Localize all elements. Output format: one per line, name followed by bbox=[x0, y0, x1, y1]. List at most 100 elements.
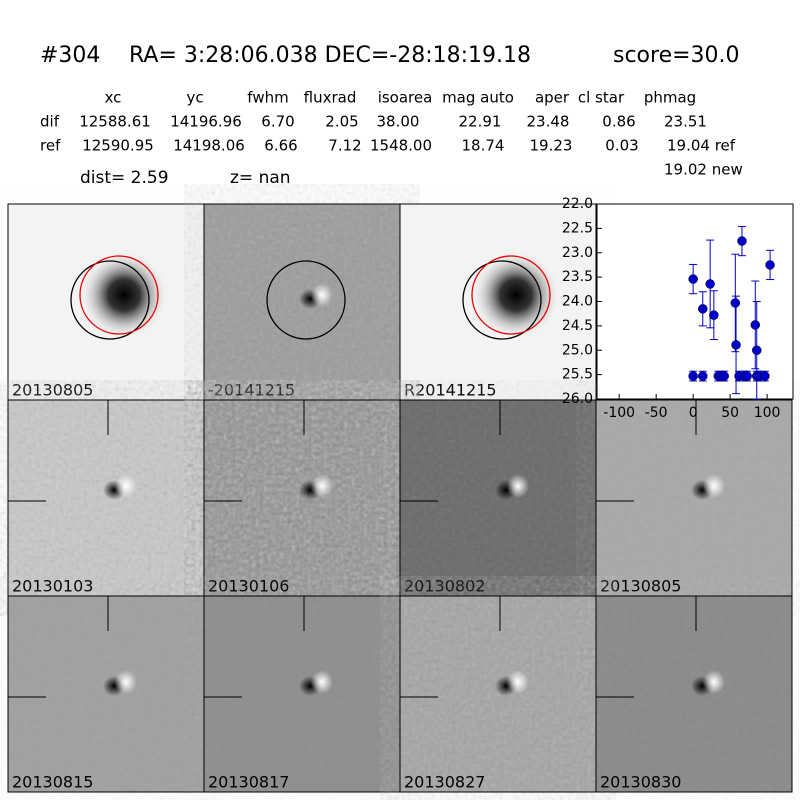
point bbox=[730, 298, 741, 308]
dist: dist= 2.59 bbox=[80, 168, 169, 188]
dipole-light bbox=[507, 474, 529, 498]
stamp-label: 20130802 bbox=[404, 577, 485, 596]
point bbox=[752, 345, 762, 355]
column-header: xc bbox=[105, 89, 122, 107]
ref-aperture bbox=[471, 255, 551, 335]
stamp-noise bbox=[400, 596, 596, 792]
table-cell: 0.03 bbox=[605, 137, 638, 155]
table-cell: 6.66 bbox=[264, 137, 297, 155]
y-tick-label: 26.0 bbox=[562, 391, 593, 407]
point bbox=[765, 260, 775, 270]
table-cell: 0.86 bbox=[602, 113, 635, 131]
x-tick-label: 100 bbox=[754, 405, 781, 421]
stamp-label: 20130827 bbox=[404, 773, 485, 792]
dipole-light bbox=[311, 474, 333, 498]
point bbox=[719, 371, 729, 381]
point bbox=[731, 340, 741, 350]
table-cell: 18.74 bbox=[462, 137, 505, 155]
table-cell: 14198.06 bbox=[173, 137, 245, 155]
y-tick-label: 22.0 bbox=[562, 196, 593, 212]
x-tick-label: -100 bbox=[603, 405, 635, 421]
table-cell: 22.91 bbox=[459, 113, 502, 131]
point bbox=[698, 371, 708, 381]
column-header: aper bbox=[535, 89, 570, 107]
stamp-noise bbox=[596, 596, 792, 792]
coordinates: RA= 3:28:06.038 DEC=-28:18:19.18 bbox=[129, 43, 531, 68]
table-cell: 12590.95 bbox=[82, 137, 154, 155]
y-tick-label: 25.0 bbox=[562, 342, 593, 358]
aperture bbox=[70, 260, 150, 340]
x-tick-label: -50 bbox=[645, 405, 668, 421]
point bbox=[709, 310, 719, 320]
candidate-id: #304 bbox=[40, 43, 100, 68]
table-cell: 19.23 bbox=[530, 137, 573, 155]
stamp-noise bbox=[596, 400, 792, 596]
dipole-light bbox=[115, 474, 137, 498]
ref-aperture bbox=[79, 255, 159, 335]
table-cell: 1548.00 bbox=[370, 137, 432, 155]
y-tick-label: 24.5 bbox=[562, 318, 593, 334]
source bbox=[471, 250, 561, 340]
column-header: cl star bbox=[578, 89, 625, 107]
stamp-frame bbox=[595, 595, 793, 793]
dipole-light bbox=[507, 670, 529, 694]
stamp-noise bbox=[204, 400, 400, 596]
point bbox=[705, 279, 715, 289]
stamps: 20130805 -20141215 R20141215 20130103 201301… bbox=[7, 203, 793, 793]
column-header: yc bbox=[186, 89, 203, 107]
stamp-label: 20130106 bbox=[208, 577, 289, 596]
stamp-label: 20130830 bbox=[600, 773, 681, 792]
table-cell: 38.00 bbox=[377, 113, 420, 131]
point bbox=[698, 304, 708, 314]
plot-area bbox=[596, 203, 794, 400]
point bbox=[742, 371, 752, 381]
stamp-noise bbox=[400, 400, 596, 596]
y-tick-label: 23.5 bbox=[562, 269, 593, 285]
stamp-noise bbox=[204, 596, 400, 792]
stamp-label: 20130805 bbox=[12, 381, 93, 400]
column-header: fwhm bbox=[247, 89, 288, 107]
row-label: dif bbox=[40, 113, 60, 131]
row-label: ref bbox=[40, 137, 61, 155]
lightcurve: 22.0 22.5 23.0 23.5 24.0 24.5 25.0 25.5 26.0 -100… bbox=[562, 196, 794, 421]
y-tick-label: 24.0 bbox=[562, 294, 593, 310]
point bbox=[688, 274, 698, 284]
point bbox=[688, 371, 698, 381]
x-tick-label: 0 bbox=[689, 405, 698, 421]
dipole-light bbox=[703, 474, 725, 498]
score: score=30.0 bbox=[613, 43, 740, 68]
column-header: fluxrad bbox=[304, 89, 357, 107]
table-cell: 2.05 bbox=[325, 113, 358, 131]
table-cell: 23.51 bbox=[664, 113, 707, 131]
table-cell: 19.04 ref bbox=[667, 137, 736, 155]
source bbox=[79, 250, 169, 340]
column-header: phmag bbox=[644, 89, 696, 107]
table-cell: 12588.61 bbox=[79, 113, 151, 131]
table-cell: 14196.96 bbox=[170, 113, 242, 131]
stamp-label: R20141215 bbox=[404, 381, 497, 400]
phmag-new: 19.02 new bbox=[664, 161, 743, 179]
point bbox=[737, 236, 747, 246]
dipole-light bbox=[311, 670, 333, 694]
stamp-noise bbox=[8, 596, 204, 792]
x-tick-label: 50 bbox=[721, 405, 739, 421]
dipole-light bbox=[703, 670, 725, 694]
dipole-light bbox=[115, 670, 137, 694]
stamp-label: 20130805 bbox=[600, 577, 681, 596]
column-header: isoarea bbox=[378, 89, 433, 107]
stamp-label: -20141215 bbox=[208, 381, 295, 400]
table-cell: 7.12 bbox=[328, 137, 361, 155]
stamp-label: 20130815 bbox=[12, 773, 93, 792]
y-tick-label: 22.5 bbox=[562, 220, 593, 236]
aperture bbox=[462, 260, 542, 340]
point bbox=[760, 371, 770, 381]
table-cell: 6.70 bbox=[261, 113, 294, 131]
table-cell: 23.48 bbox=[527, 113, 570, 131]
dipole-light bbox=[311, 283, 333, 307]
column-header: mag auto bbox=[442, 89, 514, 107]
y-tick-label: 23.0 bbox=[562, 245, 593, 261]
stamp-label: 20130103 bbox=[12, 577, 93, 596]
stamp-noise bbox=[8, 400, 204, 596]
point bbox=[750, 320, 761, 330]
